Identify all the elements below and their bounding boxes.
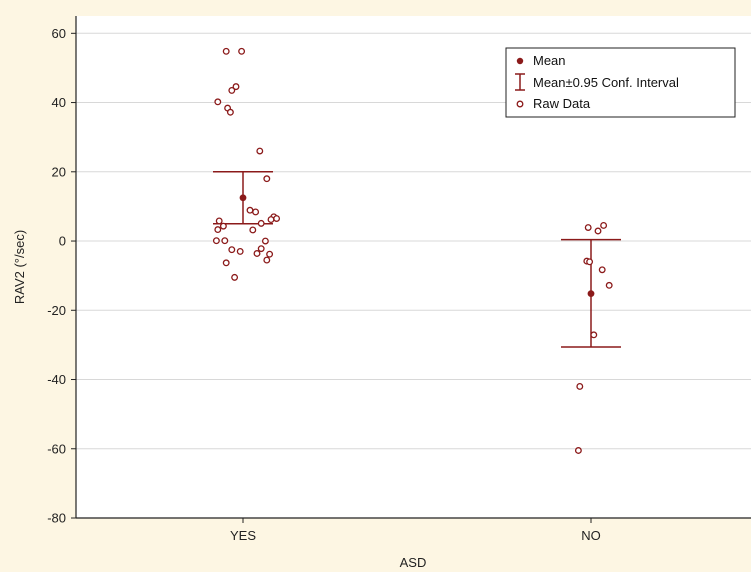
x-tick-label: NO xyxy=(581,528,601,543)
raw-data-point xyxy=(221,237,229,245)
raw-data-point xyxy=(214,98,222,106)
x-axis-title: ASD xyxy=(400,555,427,570)
raw-data-point xyxy=(219,222,227,230)
raw-data-point xyxy=(236,247,244,255)
raw-data-point xyxy=(266,250,274,258)
grid-lines xyxy=(76,32,751,450)
legend-raw-marker xyxy=(516,100,524,108)
raw-data-point xyxy=(594,227,602,235)
legend-box xyxy=(505,47,736,118)
y-axis-ticks: 60 40 20 0 -20 -40 -60 -80 xyxy=(47,26,76,526)
raw-data-point xyxy=(215,217,223,225)
raw-data-point xyxy=(222,47,230,55)
raw-data-point xyxy=(212,237,220,245)
raw-data-point xyxy=(584,224,592,231)
legend-raw-label: Raw Data xyxy=(533,96,591,111)
raw-data-point xyxy=(214,226,222,234)
raw-data-point xyxy=(256,147,264,155)
y-tick-label: -80 xyxy=(47,511,66,526)
raw-data-point xyxy=(257,219,265,227)
mean-point xyxy=(239,194,247,202)
raw-data-point xyxy=(267,216,275,224)
raw-data-point xyxy=(228,86,236,94)
raw-data-point xyxy=(263,256,271,264)
raw-data-point xyxy=(261,237,269,245)
mean-points xyxy=(239,194,595,298)
y-tick-label: -40 xyxy=(47,372,66,387)
y-tick-label: 60 xyxy=(52,26,66,41)
raw-data-point xyxy=(222,259,230,267)
raw-data-point xyxy=(590,331,598,339)
y-tick-label: 20 xyxy=(52,164,66,179)
raw-data-point xyxy=(574,447,582,454)
raw-data-point xyxy=(263,175,271,183)
raw-data-point xyxy=(231,273,239,281)
raw-data-point xyxy=(226,108,234,116)
x-tick-label: YES xyxy=(230,528,256,543)
raw-data-point xyxy=(257,245,265,253)
raw-data-point xyxy=(252,208,260,216)
legend: Mean Mean±0.95 Conf. Interval Raw Data xyxy=(505,47,736,118)
raw-data-point xyxy=(598,266,606,274)
raw-data-point xyxy=(232,83,240,91)
raw-data-point xyxy=(228,246,236,254)
legend-ci-marker xyxy=(515,73,525,91)
y-tick-label: -20 xyxy=(47,303,66,318)
legend-mean-label: Mean xyxy=(533,53,566,68)
x-axis-ticks: YES NO xyxy=(230,518,601,543)
y-tick-label: 40 xyxy=(52,95,66,110)
legend-ci-label: Mean±0.95 Conf. Interval xyxy=(533,75,679,90)
raw-data-points xyxy=(212,47,613,454)
legend-mean-marker xyxy=(516,57,524,65)
raw-data-point xyxy=(586,258,594,266)
y-axis-title: RAV2 (°/sec) xyxy=(12,230,27,304)
raw-data-point xyxy=(249,226,257,234)
y-tick-label: 0 xyxy=(59,234,66,249)
raw-data-point xyxy=(600,222,608,229)
raw-data-point xyxy=(246,206,254,214)
raw-data-point xyxy=(238,47,246,55)
y-tick-label: -60 xyxy=(47,441,66,456)
raw-data-point xyxy=(273,215,281,222)
raw-data-point xyxy=(576,382,584,390)
mean-point xyxy=(587,290,595,298)
raw-data-point xyxy=(253,250,261,257)
raw-data-point xyxy=(605,281,613,289)
